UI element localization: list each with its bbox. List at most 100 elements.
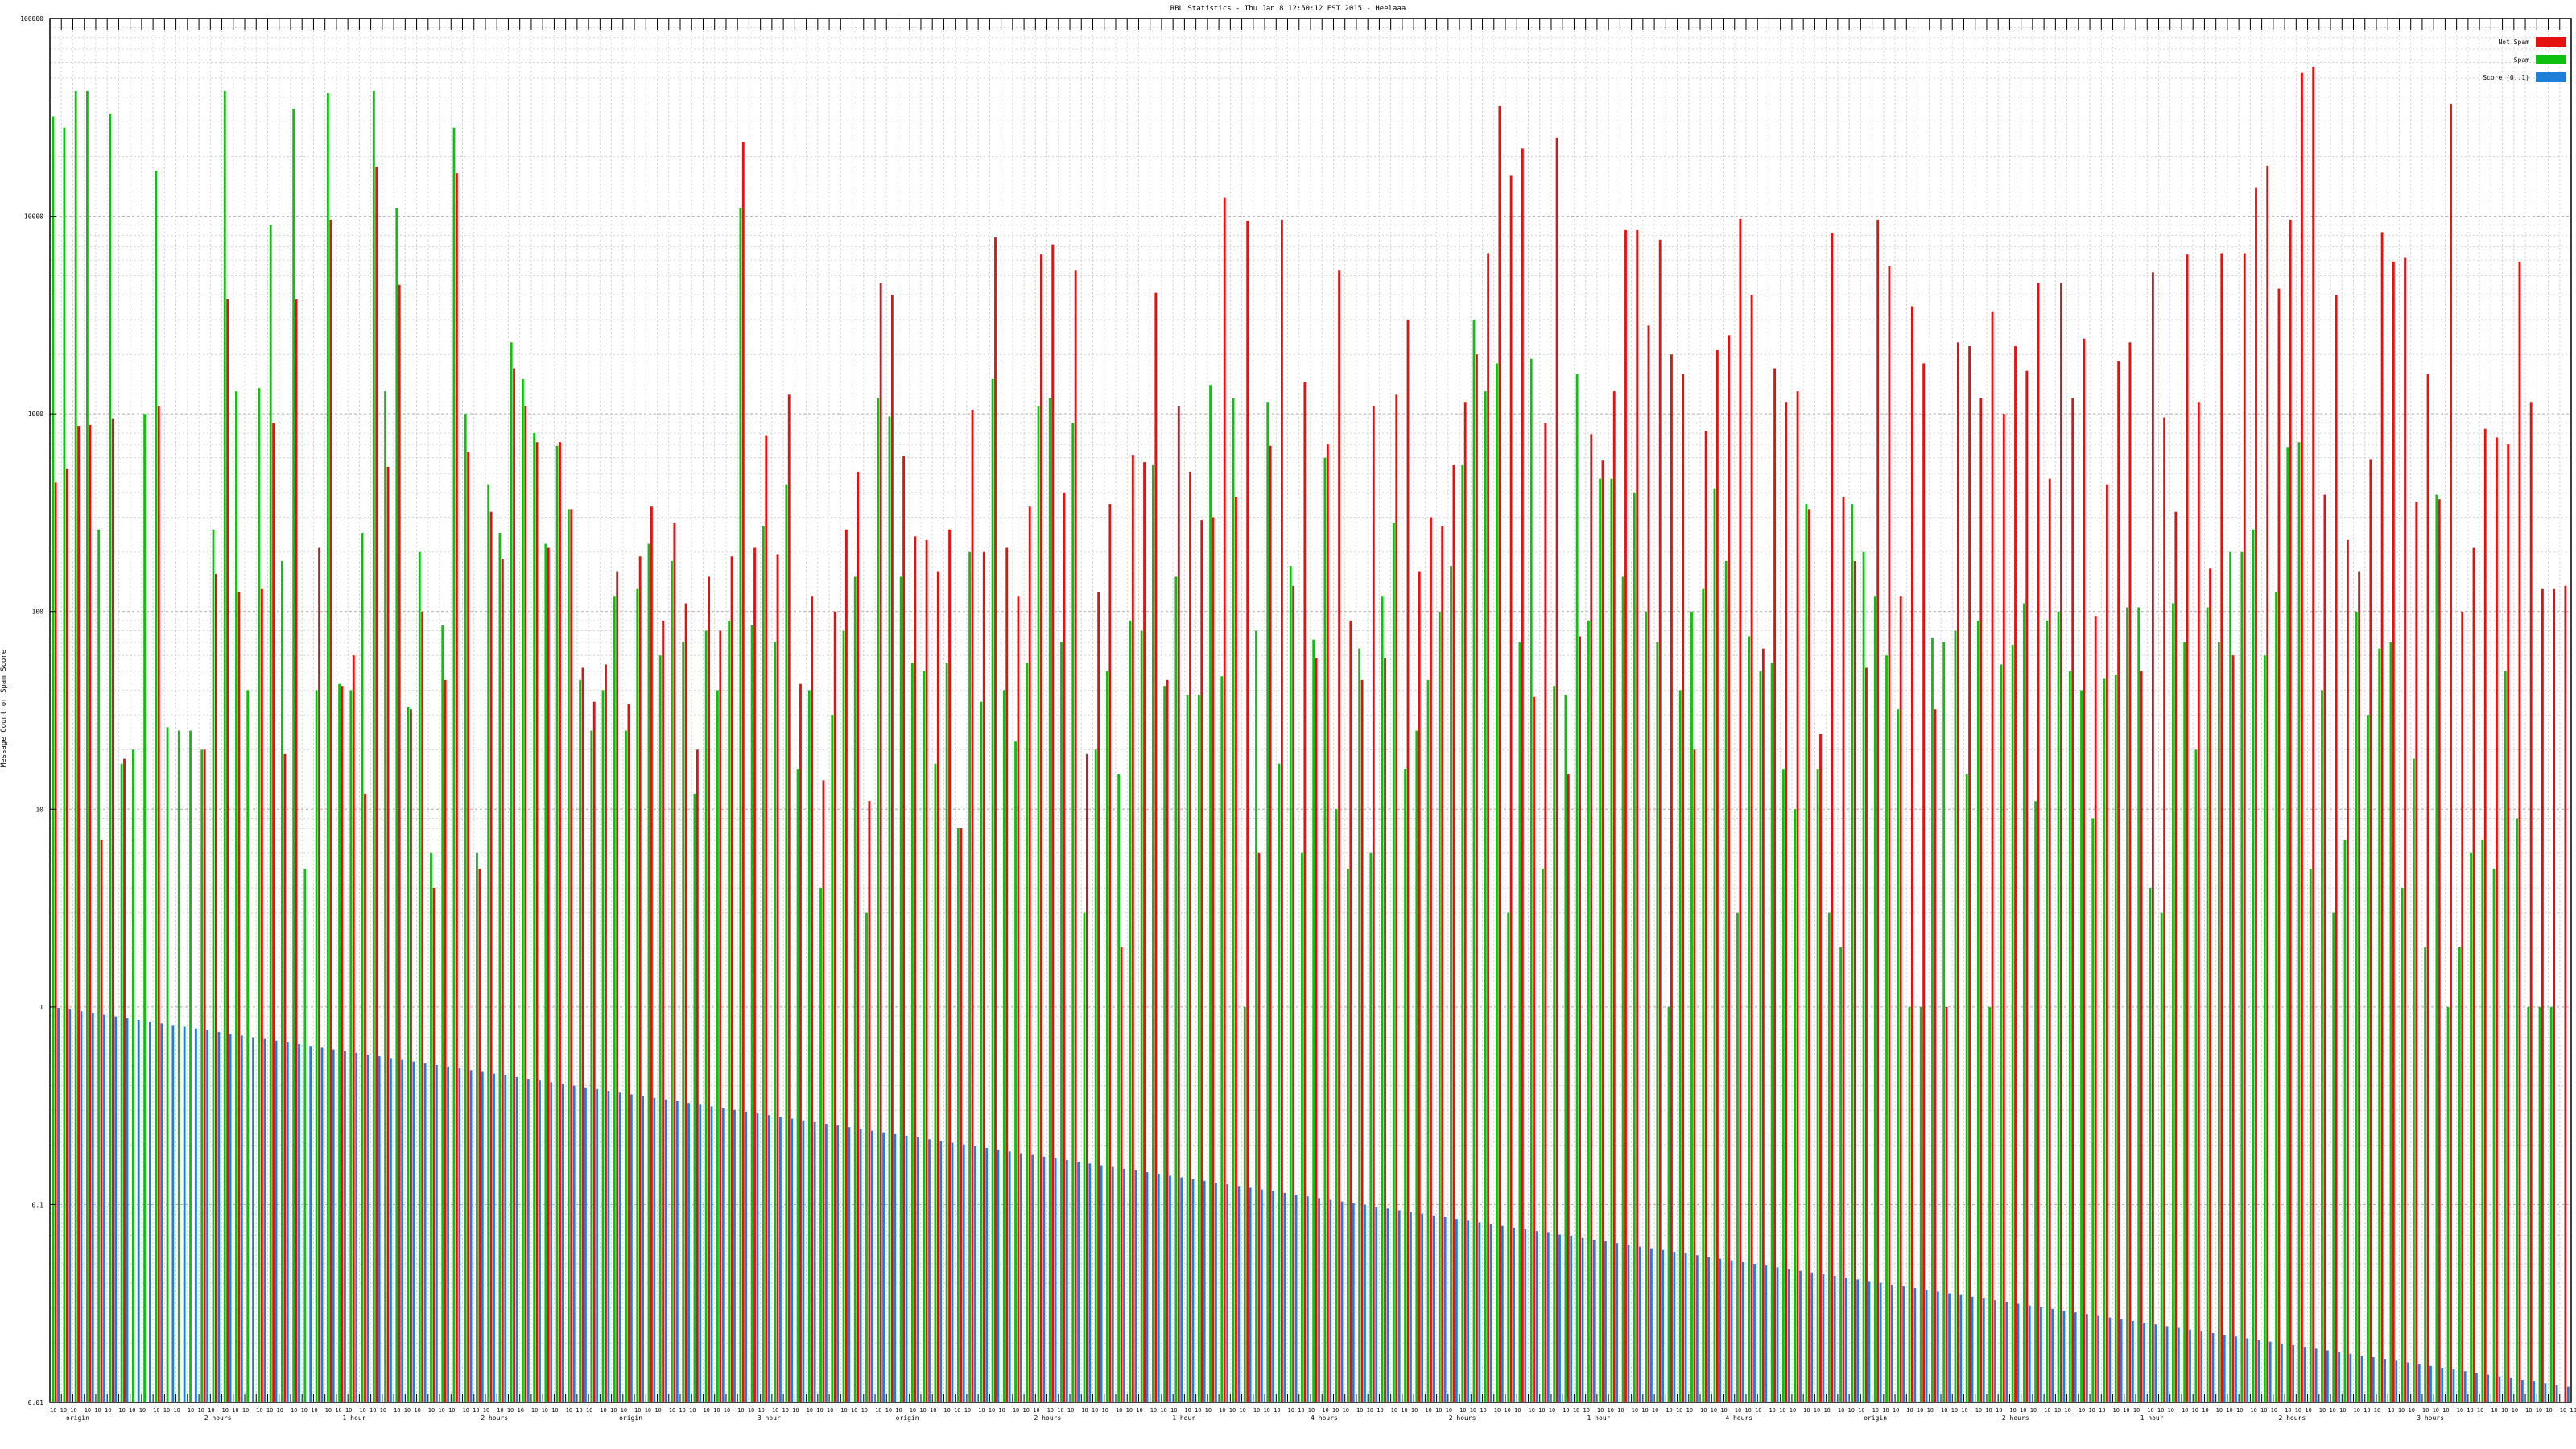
x-tick-fragment: 10 10 10 [1700,1407,1728,1414]
x-tick-fragment: 10 10 10 [1735,1407,1762,1414]
spam-bar [2183,642,2186,1402]
not-spam-bar [1647,325,1650,1402]
not-spam-bar [1831,233,1834,1402]
score-bar [1971,1296,1974,1402]
spam-bar [487,484,490,1402]
not-spam-bar [2312,66,2315,1402]
score-bar [2200,1331,2203,1402]
x-axis-labels: origin 2 hours 1 hour 2 hours origin 3 hour or… [50,1407,2576,1422]
spam-bar [911,663,914,1402]
not-spam-bar [260,588,263,1402]
x-label-fragment: 3 hours [2417,1414,2444,1422]
score-bar [1146,1172,1149,1402]
not-spam-bar [1991,311,1994,1402]
spam-bar [2057,611,2060,1402]
not-spam-bar [1017,596,1020,1402]
not-spam-bar [650,506,653,1402]
score-bar [526,1079,530,1402]
legend: Not Spam Spam Score (0..1) [2483,37,2566,82]
not-spam-bar [1223,197,1226,1402]
legend-label: Spam [2514,56,2529,64]
not-spam-bar [157,405,160,1402]
score-bar [745,1111,748,1402]
score-bar [1799,1270,1802,1402]
spam-bar [1976,620,1979,1402]
score-bar [2441,1367,2444,1402]
score-bar [848,1127,851,1402]
spam-bar [1392,522,1395,1402]
score-bar [2360,1355,2363,1402]
score-bar [2235,1336,2237,1402]
score-bar [2040,1307,2042,1402]
y-tick-label: 10 [35,806,43,813]
not-spam-bar [2106,484,2108,1402]
y-tick-label: 0.01 [28,1399,43,1406]
spam-bar [1908,1006,1911,1402]
not-spam-bar [1430,517,1432,1403]
y-axis-ticks: 100000 10000 1000 100 10 1 0.1 0.01 [20,15,56,1406]
score-bar [939,1141,943,1402]
score-bar [504,1075,507,1402]
score-bar [389,1058,392,1402]
score-bar [2555,1385,2558,1402]
score-bar [2165,1326,2169,1402]
spam-bar [1083,912,1086,1402]
spam-bar [1140,630,1143,1402]
score-bar [2211,1332,2215,1402]
score-bar [539,1080,541,1402]
score-bar [2338,1352,2340,1402]
x-tick-fragment: 10 10 10 [1081,1407,1108,1414]
score-bar [2223,1335,2226,1402]
not-spam-bar [535,442,539,1402]
not-spam-bar [2209,568,2211,1403]
score-bar [1318,1198,1320,1402]
not-spam-bar [100,840,103,1402]
not-spam-bar [2483,428,2487,1402]
score-bar [1123,1168,1125,1402]
not-spam-bar [1865,667,1868,1402]
spam-bar [2240,551,2244,1402]
not-spam-bar [1418,571,1421,1402]
spam-bar [281,561,283,1403]
spam-bar [1690,611,1693,1402]
spam-bar [2172,603,2174,1402]
score-bar [1673,1251,1676,1402]
score-bar [2154,1324,2157,1402]
not-spam-bar [684,603,687,1402]
spam-bar [601,690,605,1402]
not-spam-bar [868,801,871,1402]
spam-bar [1174,576,1178,1402]
not-spam-bar [489,511,493,1403]
not-spam-bar [627,704,630,1402]
not-spam-bar [2094,616,2097,1402]
score-bar [1948,1293,1951,1402]
spam-bar [246,690,250,1402]
not-spam-bar [2186,254,2189,1402]
score-bar [378,1056,381,1402]
not-spam-bar [2334,295,2338,1402]
score-bar [699,1104,702,1402]
x-label-fragment: 2 hours [1034,1414,1061,1422]
score-bar [1467,1220,1470,1402]
score-bar [1077,1162,1080,1402]
x-tick-fragment: 10 10 10 [1632,1407,1659,1414]
not-spam-bar [1005,547,1009,1402]
not-spam-bar [1968,346,1971,1403]
y-tick-label: 1000 [28,411,43,418]
score-bar [493,1073,495,1402]
spam-bar [85,91,89,1403]
score-bar [997,1150,1000,1402]
not-spam-bar [1372,405,1375,1402]
not-spam-bar [2541,588,2544,1402]
y-tick-label: 1 [39,1004,43,1011]
score-bar [813,1121,816,1402]
legend-swatch [2536,72,2566,82]
score-bar [320,1047,324,1402]
score-bar [2246,1338,2249,1402]
score-bar [183,1026,186,1402]
spam-bar [1748,636,1751,1402]
not-spam-bar [2117,361,2120,1403]
legend-swatch [2536,55,2566,64]
not-spam-bar [559,442,561,1402]
not-spam-bar [1097,592,1100,1402]
